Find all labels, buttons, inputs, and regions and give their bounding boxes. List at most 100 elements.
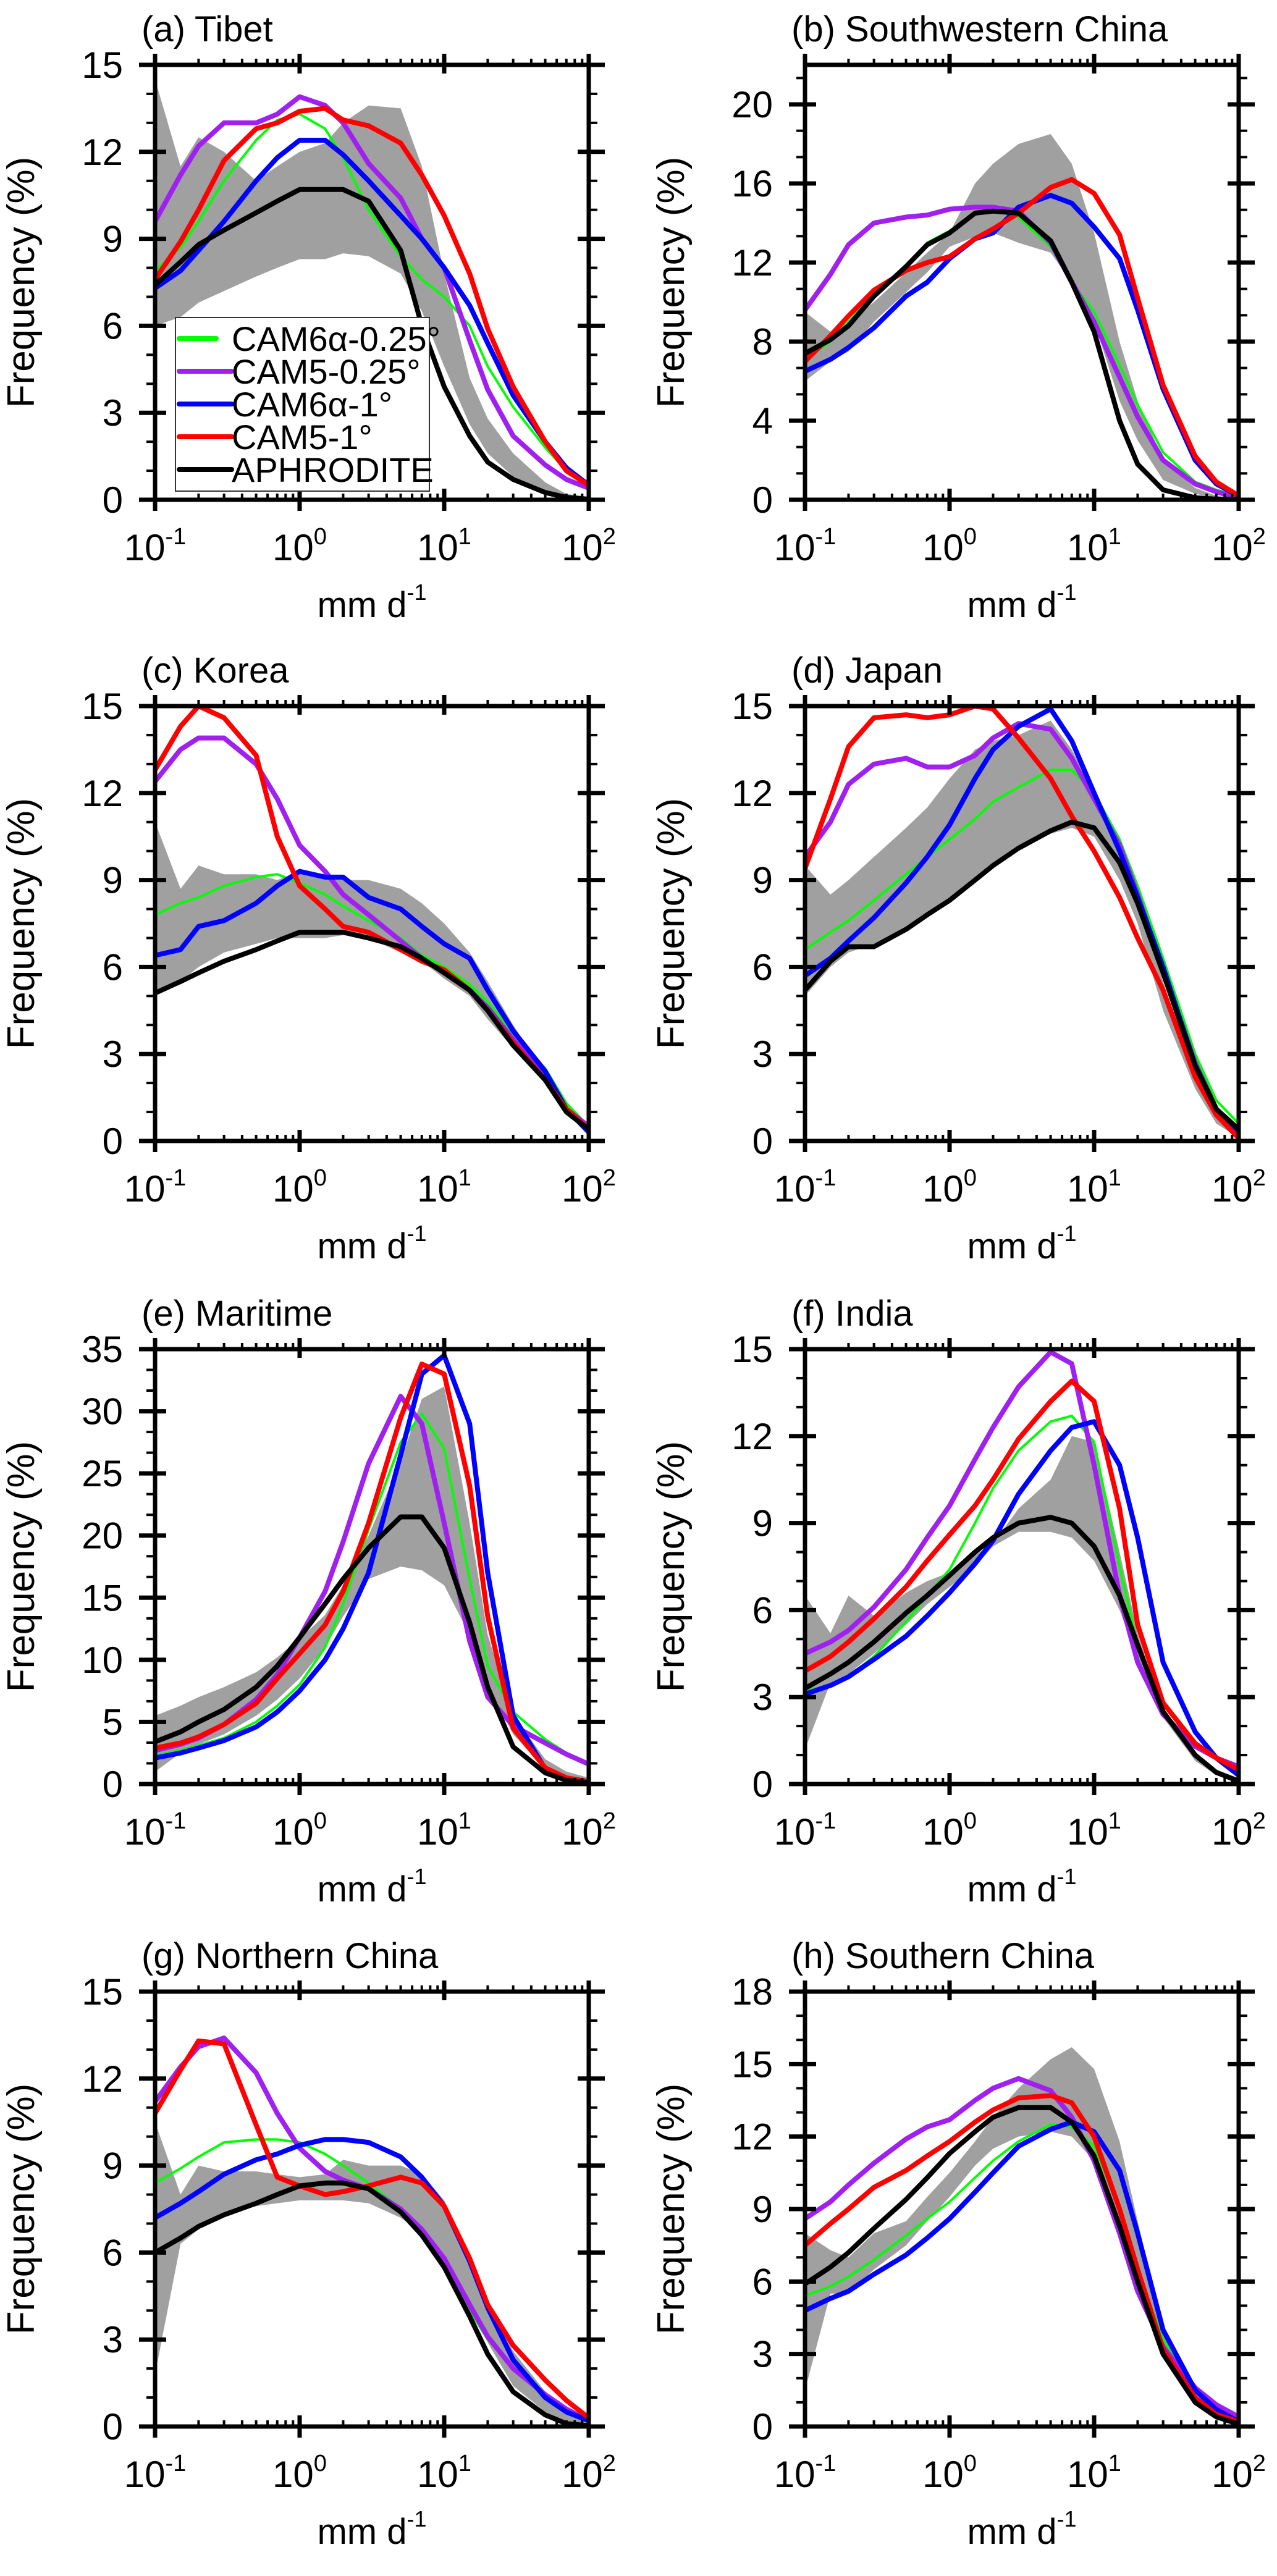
x-tick-label: 102: [1212, 524, 1266, 568]
legend: CAM6α-0.25°CAM5-0.25°CAM6α-1°CAM5-1°APHR…: [175, 317, 440, 492]
y-tick-label: 9: [103, 860, 123, 901]
y-tick-label: 18: [731, 1971, 773, 2013]
spread-band: [805, 1436, 1239, 1782]
spread-band: [805, 134, 1239, 500]
y-tick-label: 3: [103, 1033, 123, 1075]
series-line-aphrodite: [805, 1515, 1239, 1784]
y-tick-label: 12: [82, 132, 123, 173]
x-tick-label: 100: [922, 1808, 977, 1853]
y-axis-label: Frequency (%): [650, 1441, 693, 1693]
x-tick-label: 100: [272, 1808, 327, 1853]
y-tick-label: 3: [103, 2319, 123, 2360]
y-tick-label: 15: [731, 2044, 773, 2085]
series-line-cam6a_1: [155, 2137, 589, 2423]
y-tick-label: 16: [731, 163, 773, 204]
y-tick-label: 12: [731, 2116, 773, 2158]
x-tick-label: 102: [562, 2451, 616, 2495]
x-tick-label: 100: [272, 1165, 327, 1210]
x-tick-label: 102: [562, 1808, 616, 1853]
x-tick-label: 102: [1212, 1808, 1266, 1853]
y-tick-label: 9: [752, 2189, 773, 2230]
x-axis-label: mm d-1: [317, 1864, 426, 1909]
panel-b: 10-1 100 101 102 0 4 8 12 16 20 (b) Southwestern C…: [650, 9, 1266, 625]
panel-title: (d) Japan: [791, 650, 943, 691]
panel-title: (a) Tibet: [141, 9, 273, 49]
x-tick-label: 10-1: [124, 524, 187, 568]
y-tick-label: 0: [752, 1764, 773, 1805]
y-tick-label: 4: [752, 400, 773, 442]
y-tick-label: 0: [752, 1121, 773, 1162]
y-tick-label: 3: [752, 1677, 773, 1718]
x-axis-label: mm d-1: [967, 1221, 1076, 1266]
series-line-cam6a_1: [155, 1353, 589, 1784]
series-line-cam5_025: [805, 204, 1239, 500]
panel-title: (c) Korea: [141, 650, 289, 691]
series-line-cam5_1: [155, 106, 589, 487]
y-axis-label: Frequency (%): [0, 1441, 43, 1693]
y-tick-label: 12: [82, 2058, 123, 2100]
y-tick-label: 10: [82, 1639, 123, 1681]
y-tick-label: 6: [103, 305, 123, 347]
x-axis-label: mm d-1: [317, 2506, 426, 2552]
x-tick-label: 101: [1067, 1165, 1121, 1210]
y-tick-label: 6: [752, 2261, 773, 2302]
x-axis-label: mm d-1: [967, 579, 1076, 625]
spread-band: [155, 822, 589, 1132]
x-axis-label: mm d-1: [317, 1221, 426, 1266]
legend-label-cam6a_1: CAM6α-1°: [232, 385, 392, 424]
series-line-cam5_1: [155, 1362, 589, 1784]
y-axis-label: Frequency (%): [0, 157, 43, 408]
x-tick-label: 101: [417, 1808, 471, 1853]
series-line-aphrodite: [805, 2105, 1239, 2427]
y-axis-label: Frequency (%): [0, 2084, 43, 2335]
y-axis-label: Frequency (%): [650, 798, 693, 1050]
plot-frame: [803, 1347, 1241, 1787]
y-tick-label: 6: [752, 1589, 773, 1631]
y-tick-label: 12: [731, 1416, 773, 1457]
x-tick-label: 10-1: [124, 1165, 187, 1210]
legend-label-cam5_025: CAM5-0.25°: [232, 352, 421, 391]
panel-c: 10-1 100 101 102 0 3 6 9 12 15 (c) Korea mm d-1 Freq…: [0, 650, 616, 1266]
series-line-cam6a_025: [805, 768, 1239, 1125]
panel-f: 10-1 100 101 102 0 3 6 9 12 15 (f) India mm d-1 Freq…: [650, 1294, 1266, 1909]
x-tick-label: 101: [417, 2451, 471, 2495]
y-tick-label: 30: [82, 1391, 123, 1433]
x-tick-label: 102: [1212, 1165, 1266, 1210]
y-tick-label: 0: [103, 479, 123, 521]
plot-frame: [153, 1347, 591, 1787]
x-tick-label: 100: [272, 524, 327, 568]
x-tick-label: 100: [922, 2451, 977, 2495]
x-axis-label: mm d-1: [317, 579, 426, 625]
series-line-cam5_1: [805, 706, 1239, 1140]
panel-h: 10-1 100 101 102 0 3 6 9 12 15 18 (h) Southern Chin…: [650, 1936, 1266, 2552]
x-axis-label: mm d-1: [967, 2506, 1076, 2552]
series-line-cam6a_025: [155, 112, 589, 484]
y-tick-label: 15: [82, 44, 123, 86]
legend-label-aphrodite: APHRODITE: [232, 450, 434, 489]
y-tick-label: 9: [103, 2145, 123, 2187]
panel-g: 10-1 100 101 102 0 3 6 9 12 15 (g) Northern China m…: [0, 1936, 616, 2552]
plot-frame: [803, 704, 1241, 1143]
y-tick-label: 15: [731, 686, 773, 727]
x-tick-label: 100: [922, 524, 977, 568]
y-tick-label: 6: [103, 2232, 123, 2273]
x-tick-label: 101: [1067, 1808, 1121, 1853]
legend-label-cam6a_025: CAM6α-0.25°: [232, 319, 440, 358]
y-tick-label: 9: [752, 860, 773, 901]
y-tick-label: 15: [731, 1329, 773, 1370]
y-tick-label: 3: [103, 392, 123, 434]
series-line-cam6a_1: [155, 138, 589, 487]
y-tick-label: 8: [752, 321, 773, 363]
x-tick-label: 100: [272, 2451, 327, 2495]
series-line-aphrodite: [155, 930, 589, 1132]
y-tick-label: 9: [752, 1503, 773, 1544]
series-line-aphrodite: [805, 819, 1239, 1132]
series-line-cam5_1: [155, 2038, 589, 2420]
spread-band: [155, 79, 589, 499]
y-tick-label: 0: [752, 479, 773, 521]
x-tick-label: 10-1: [124, 2451, 187, 2495]
y-tick-label: 12: [731, 242, 773, 284]
series-line-aphrodite: [805, 208, 1239, 500]
x-tick-label: 102: [562, 524, 616, 568]
spread-band: [805, 720, 1239, 1139]
